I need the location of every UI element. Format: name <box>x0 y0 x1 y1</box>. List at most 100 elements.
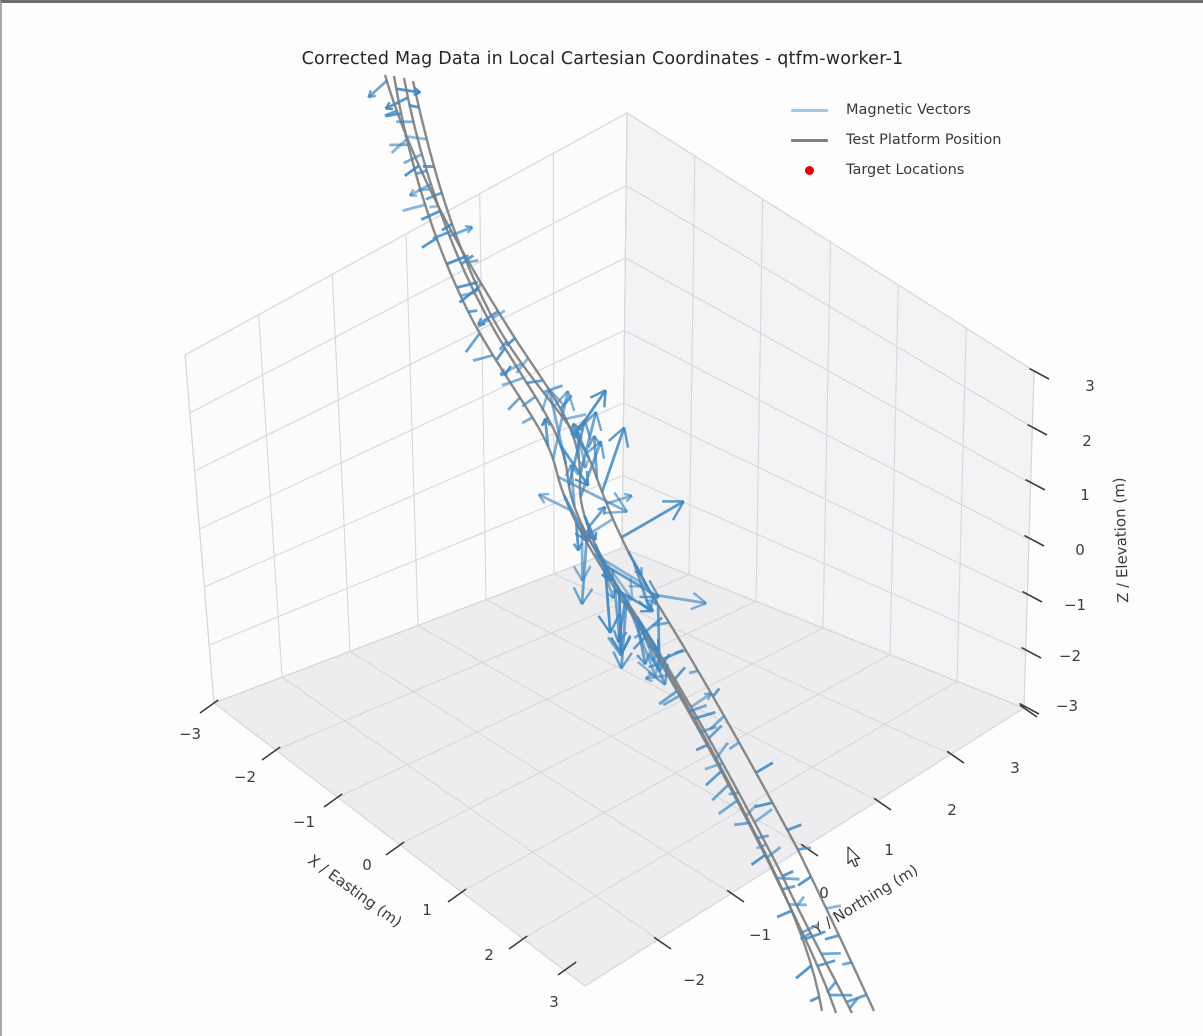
magnetic-vector <box>824 934 840 941</box>
y-tick-mark <box>800 843 819 857</box>
magnetic-vector <box>385 112 402 118</box>
magnetic-vector <box>699 725 717 734</box>
magnetic-vector <box>704 769 724 787</box>
mouse-cursor-icon <box>847 846 861 868</box>
magnetic-vector <box>652 621 670 628</box>
magnetic-vector <box>728 791 739 796</box>
magnetic-vector <box>495 347 507 361</box>
magnetic-vector <box>617 599 627 643</box>
y-tick-mark <box>946 750 965 764</box>
magnetic-vector <box>825 980 837 994</box>
magnetic-vector <box>674 649 687 655</box>
magnetic-vector-arrowhead <box>580 588 594 605</box>
magnetic-vector <box>456 280 479 289</box>
magnetic-vector-arrowhead <box>594 532 598 541</box>
magnetic-vector <box>658 689 678 706</box>
magnetic-vector <box>777 876 800 881</box>
platform-path <box>411 80 876 1012</box>
magnetic-vector <box>551 390 570 460</box>
x-tick-label: 2 <box>484 946 494 964</box>
magnetic-vector <box>714 741 729 761</box>
magnetic-vector <box>606 494 633 505</box>
z-tick-mark <box>1022 590 1043 603</box>
magnetic-vector <box>600 427 626 493</box>
magnetic-vector-arrowhead <box>658 653 671 673</box>
y-tick-label: 1 <box>884 841 894 859</box>
x-tick-mark <box>557 961 577 976</box>
z-tick-label: −3 <box>1056 697 1078 715</box>
x-tick-mark <box>261 746 281 761</box>
x-tick-label: −3 <box>179 725 201 743</box>
legend-label: Test Platform Position <box>846 132 1002 148</box>
magnetic-vector <box>538 493 571 512</box>
z-tick-label: 0 <box>1075 541 1085 559</box>
magnetic-vector <box>578 440 587 469</box>
x-tick-mark <box>199 699 219 714</box>
magnetic-vector <box>632 562 652 612</box>
grid-line <box>281 676 659 941</box>
magnetic-vector <box>543 418 550 447</box>
magnetic-vector <box>384 96 409 110</box>
magnetic-vector <box>477 318 490 329</box>
z-tick-mark <box>1029 367 1050 380</box>
magnetic-vector-arrowhead <box>537 493 546 504</box>
magnetic-vector <box>641 577 658 606</box>
magnetic-vector <box>468 258 479 264</box>
magnetic-vector <box>755 761 774 774</box>
magnetic-vector <box>425 191 443 201</box>
magnetic-vector-arrowhead <box>623 492 633 497</box>
magnetic-vector <box>541 416 549 426</box>
magnetic-vector <box>408 103 420 109</box>
grid-line <box>189 185 627 414</box>
z-tick-label: −1 <box>1064 596 1086 614</box>
target-locations-dot-swatch-icon <box>804 165 814 175</box>
magnetic-vector-arrowhead <box>597 505 606 511</box>
magnetic-vector <box>620 500 685 539</box>
grid-line <box>208 474 624 646</box>
magnetic-vector-arrowhead <box>594 411 603 432</box>
z-tick-mark <box>1019 702 1040 715</box>
magnetic-vector <box>499 362 523 377</box>
magnetic-vector-arrowhead <box>597 615 612 634</box>
grid-line <box>621 547 1025 709</box>
magnetic-vector-arrowhead <box>599 441 606 459</box>
magnetic-vector-arrowhead <box>644 652 651 665</box>
magnetic-vector-arrowhead <box>585 470 590 486</box>
magnetic-vector-arrowhead <box>648 598 658 606</box>
z-tick-mark <box>1024 534 1045 547</box>
magnetic-vector-arrowhead <box>572 565 584 582</box>
magnetic-vector <box>477 310 499 326</box>
magnetic-vector <box>580 541 588 605</box>
magnetic-vector <box>688 669 699 675</box>
magnetic-vector-arrowhead <box>587 435 596 448</box>
magnetic-vector <box>521 416 534 425</box>
magnetic-vector <box>750 853 767 866</box>
magnetic-vector <box>472 353 494 362</box>
grid-line <box>623 402 1028 597</box>
grid-line <box>417 625 805 848</box>
magnetic-vector-arrowhead <box>648 653 661 673</box>
magnetic-vector-arrowhead <box>703 692 712 696</box>
x-tick-mark <box>323 793 343 808</box>
z-tick-label: 2 <box>1082 432 1092 450</box>
magnetic-vector-arrowhead <box>607 636 622 657</box>
magnetic-vector <box>402 203 426 213</box>
magnetic-vector <box>572 389 607 438</box>
magnetic-vector-arrowhead <box>671 500 685 521</box>
magnetic-vector-arrowhead <box>566 390 576 412</box>
magnetic-vector <box>795 895 806 907</box>
magnetic-vector <box>756 834 769 840</box>
magnetic-vector <box>717 798 739 815</box>
grid-line <box>184 112 628 356</box>
magnetic-vector <box>711 783 730 802</box>
magnetic-vector <box>635 622 647 665</box>
legend-label: Target Locations <box>846 162 965 178</box>
platform-position-line-swatch-icon <box>790 138 828 142</box>
magnetic-vector-arrowhead <box>645 677 653 683</box>
magnetic-vector <box>587 505 607 529</box>
legend-label: Magnetic Vectors <box>846 102 971 118</box>
z-tick-mark <box>1027 423 1048 436</box>
x-tick-label: 0 <box>362 856 372 874</box>
